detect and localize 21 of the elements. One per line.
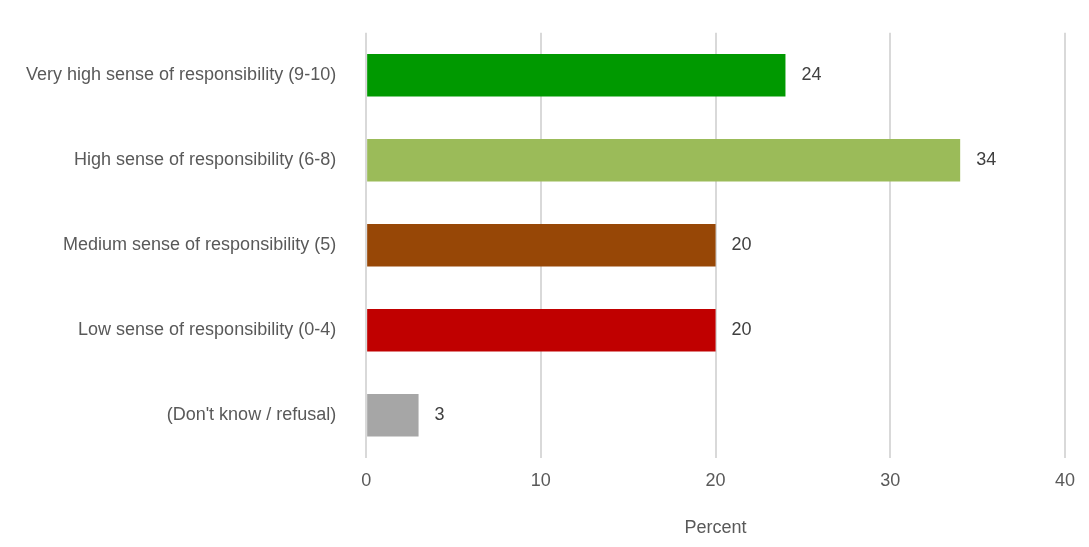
bar (367, 394, 419, 437)
bar (367, 139, 961, 182)
x-tick-label: 30 (880, 469, 901, 490)
y-tick-label: Low sense of responsibility (0-4) (78, 319, 337, 340)
data-label: 20 (731, 234, 752, 255)
x-tick-label: 20 (705, 469, 726, 490)
data-label: 3 (434, 404, 445, 425)
bar (367, 309, 716, 352)
bar (367, 224, 716, 267)
x-tick-label: 10 (530, 469, 551, 490)
data-label: 34 (976, 149, 997, 170)
x-tick-label: 40 (1054, 469, 1076, 490)
x-tick-label: 0 (361, 469, 372, 490)
bar (367, 54, 786, 97)
y-tick-label: Medium sense of responsibility (5) (63, 234, 337, 255)
y-tick-label: High sense of responsibility (6-8) (74, 149, 337, 170)
y-tick-label: Very high sense of responsibility (9-10) (25, 64, 337, 85)
y-tick-label: (Don't know / refusal) (166, 404, 337, 425)
data-label: 24 (801, 64, 822, 85)
x-axis-title: Percent (684, 517, 747, 538)
data-label: 20 (731, 319, 752, 340)
